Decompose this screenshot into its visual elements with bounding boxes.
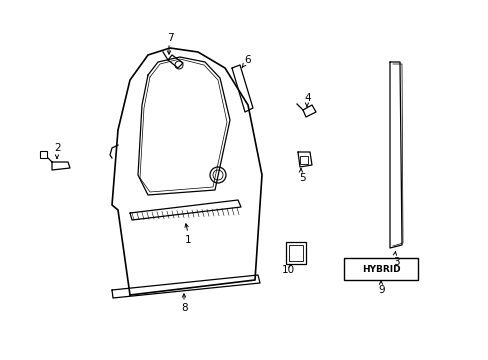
Text: 4: 4 bbox=[304, 93, 311, 103]
Bar bbox=[285, 242, 305, 264]
Text: 5: 5 bbox=[298, 173, 305, 183]
Text: 2: 2 bbox=[55, 143, 61, 153]
Bar bbox=[40, 151, 47, 158]
Text: 10: 10 bbox=[281, 265, 294, 275]
Text: 7: 7 bbox=[166, 33, 173, 43]
FancyBboxPatch shape bbox=[343, 258, 417, 280]
Text: 8: 8 bbox=[182, 303, 188, 313]
Text: 3: 3 bbox=[392, 257, 399, 267]
Text: 9: 9 bbox=[378, 285, 385, 295]
Text: HYBRID: HYBRID bbox=[361, 265, 400, 274]
Text: 1: 1 bbox=[184, 235, 191, 245]
Bar bbox=[299, 156, 307, 164]
Bar bbox=[288, 245, 303, 261]
Text: 6: 6 bbox=[244, 55, 251, 65]
